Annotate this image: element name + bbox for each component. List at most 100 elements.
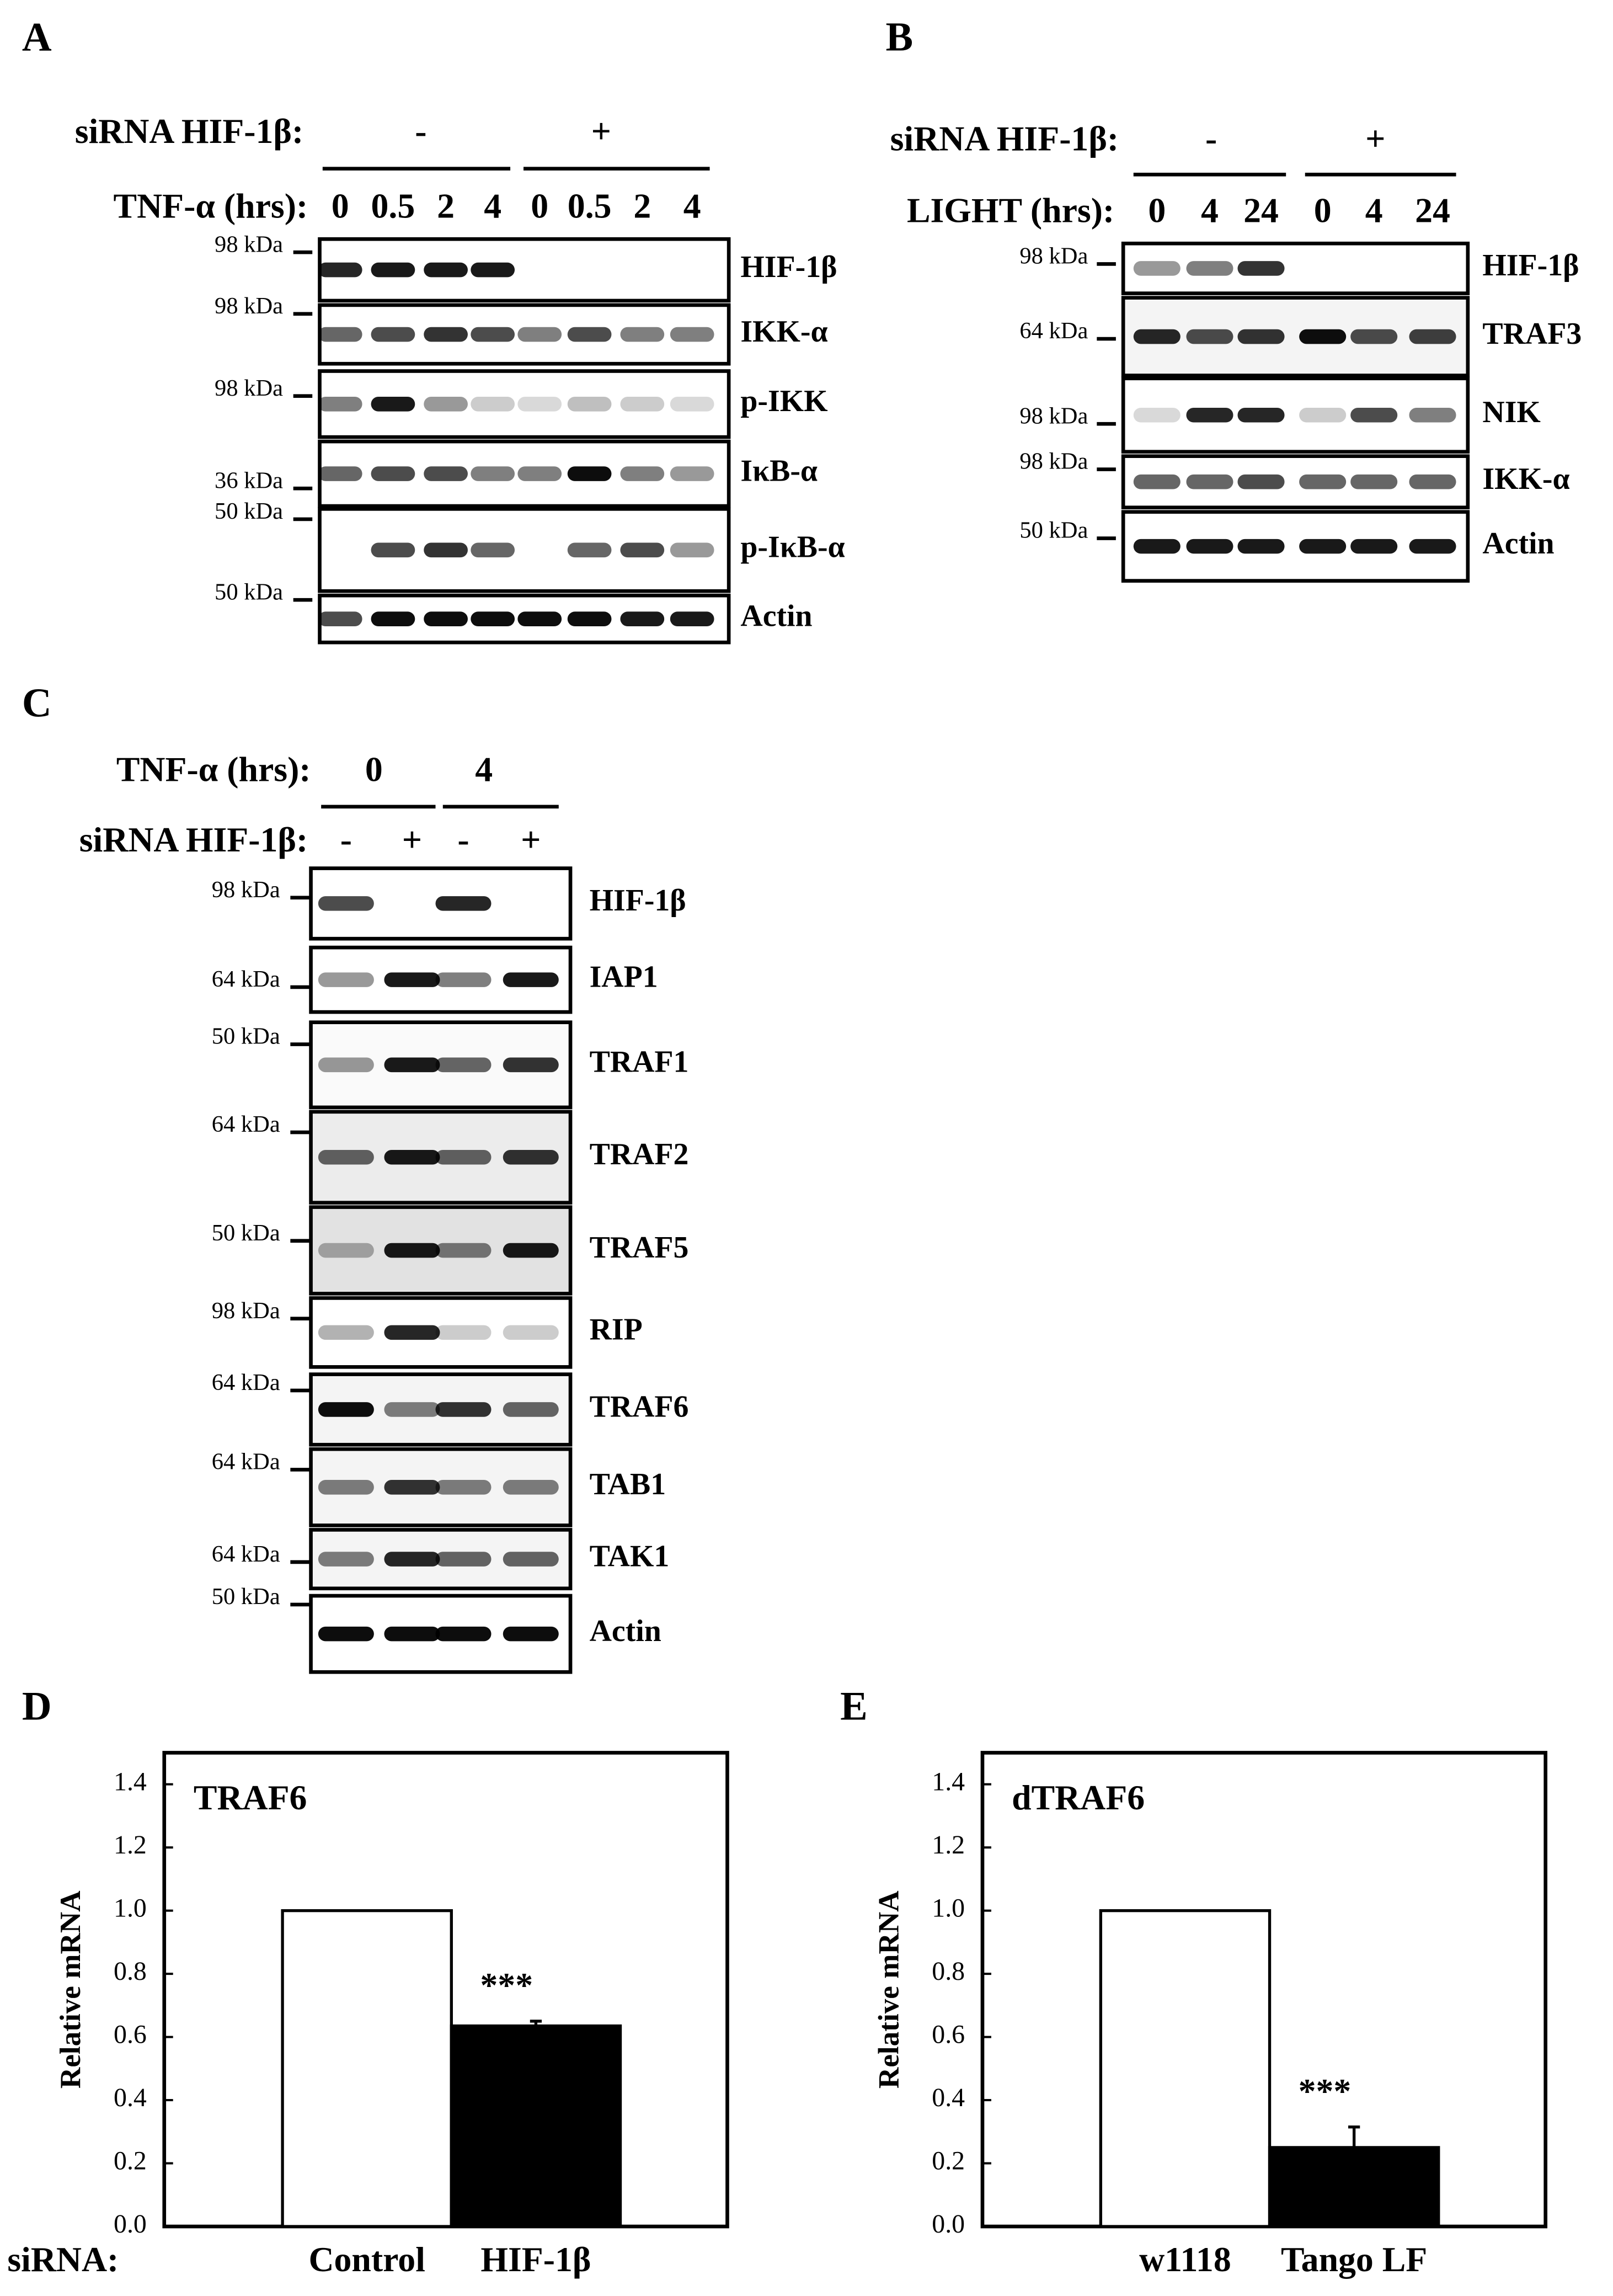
band bbox=[1299, 474, 1347, 489]
band bbox=[503, 1626, 559, 1642]
protein-label: IAP1 bbox=[590, 960, 658, 994]
condition-label: LIGHT (hrs): bbox=[907, 191, 1114, 230]
band bbox=[1237, 539, 1285, 554]
panel-label: D bbox=[22, 1684, 52, 1729]
band bbox=[1409, 407, 1456, 423]
band bbox=[435, 896, 492, 911]
band bbox=[670, 397, 714, 412]
y-tick-label: 0.0 bbox=[932, 2209, 965, 2239]
condition-value: 0.5 bbox=[371, 187, 415, 226]
band bbox=[318, 1480, 374, 1495]
band bbox=[371, 611, 415, 627]
bar bbox=[1268, 2146, 1440, 2228]
band bbox=[1186, 539, 1233, 554]
band bbox=[318, 1626, 374, 1642]
band bbox=[1133, 329, 1181, 344]
y-axis-label: Relative mRNA bbox=[873, 1890, 905, 2089]
x-tick-label: HIF-1β bbox=[480, 2240, 591, 2279]
band bbox=[1237, 329, 1285, 344]
band bbox=[1299, 329, 1347, 344]
protein-label: IKK-α bbox=[740, 315, 827, 349]
band bbox=[503, 1402, 559, 1417]
band bbox=[517, 466, 562, 481]
band bbox=[620, 397, 665, 412]
band bbox=[471, 397, 515, 412]
protein-label: Actin bbox=[1482, 526, 1554, 561]
band bbox=[435, 1149, 492, 1165]
band bbox=[1133, 539, 1181, 554]
protein-label: NIK bbox=[1482, 395, 1540, 429]
condition-value: - bbox=[1205, 119, 1217, 158]
band bbox=[1350, 474, 1398, 489]
marker-label: 36 kDa bbox=[215, 467, 283, 493]
band bbox=[384, 1626, 440, 1642]
band bbox=[670, 542, 714, 558]
band bbox=[435, 1243, 492, 1258]
protein-label: TRAF2 bbox=[590, 1137, 689, 1171]
band bbox=[424, 397, 468, 412]
condition-value: 24 bbox=[1243, 191, 1279, 230]
band bbox=[384, 1057, 440, 1073]
bar bbox=[1099, 1909, 1272, 2228]
marker-label: 98 kDa bbox=[1019, 449, 1088, 475]
band bbox=[318, 1402, 374, 1417]
panel-label: A bbox=[22, 15, 52, 60]
band bbox=[1186, 474, 1233, 489]
y-tick-label: 1.4 bbox=[932, 1767, 965, 1797]
y-tick-label: 1.2 bbox=[932, 1830, 965, 1860]
condition-value: 0 bbox=[1148, 191, 1166, 230]
band bbox=[1186, 261, 1233, 276]
marker-label: 64 kDa bbox=[212, 1111, 280, 1137]
protein-label: TRAF6 bbox=[590, 1389, 689, 1424]
chart-title: dTRAF6 bbox=[1012, 1778, 1145, 1817]
bar bbox=[281, 1909, 453, 2228]
band bbox=[371, 466, 415, 481]
band bbox=[384, 1552, 440, 1567]
band bbox=[318, 1057, 374, 1073]
condition-value: + bbox=[521, 820, 541, 859]
band bbox=[435, 1626, 492, 1642]
band bbox=[471, 542, 515, 558]
protein-label: p-IKK bbox=[740, 384, 827, 418]
protein-label: TAB1 bbox=[590, 1467, 666, 1501]
marker-label: 50 kDa bbox=[215, 579, 283, 605]
band bbox=[435, 972, 492, 987]
y-tick-label: 0.2 bbox=[932, 2146, 965, 2176]
band bbox=[435, 1325, 492, 1340]
band bbox=[567, 542, 612, 558]
condition-value: 2 bbox=[437, 187, 455, 226]
band bbox=[1133, 407, 1181, 423]
y-tick-label: 0.0 bbox=[114, 2209, 147, 2239]
panel-label: E bbox=[840, 1684, 868, 1729]
protein-label: TRAF5 bbox=[590, 1230, 689, 1265]
band bbox=[1133, 474, 1181, 489]
condition-label: siRNA HIF-1β: bbox=[79, 820, 308, 859]
condition-label: siRNA HIF-1β: bbox=[890, 119, 1119, 158]
band bbox=[424, 611, 468, 627]
condition-value: - bbox=[415, 111, 426, 151]
band bbox=[435, 1402, 492, 1417]
band bbox=[318, 1552, 374, 1567]
band bbox=[435, 1480, 492, 1495]
band bbox=[318, 327, 362, 342]
protein-label: HIF-1β bbox=[590, 883, 686, 918]
y-tick-label: 1.0 bbox=[114, 1894, 147, 1923]
band bbox=[1409, 539, 1456, 554]
band bbox=[384, 972, 440, 987]
band bbox=[1299, 539, 1347, 554]
condition-label: siRNA HIF-1β: bbox=[75, 111, 304, 151]
marker-label: 64 kDa bbox=[1019, 318, 1088, 344]
band bbox=[503, 1325, 559, 1340]
y-tick-label: 0.4 bbox=[932, 2083, 965, 2112]
marker-label: 64 kDa bbox=[212, 1370, 280, 1395]
band bbox=[318, 611, 362, 627]
band bbox=[318, 1243, 374, 1258]
marker-label: 50 kDa bbox=[212, 1584, 280, 1610]
band bbox=[318, 466, 362, 481]
band bbox=[1133, 261, 1181, 276]
band bbox=[318, 1149, 374, 1165]
band bbox=[517, 397, 562, 412]
band bbox=[1409, 329, 1456, 344]
